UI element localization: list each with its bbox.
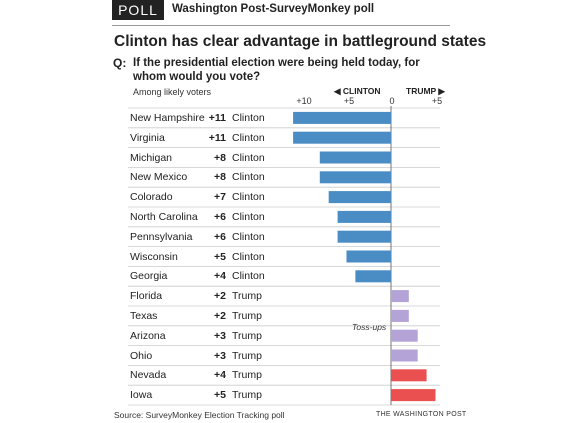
margin-value: +2	[214, 309, 226, 322]
state-name: Georgia	[130, 270, 168, 283]
state-name: Wisconsin	[130, 250, 178, 263]
leading-candidate: Trump	[232, 349, 262, 362]
leading-candidate: Clinton	[232, 250, 265, 263]
margin-value: +7	[214, 191, 226, 204]
publisher-credit: THE WASHINGTON POST	[376, 411, 467, 418]
state-name: New Mexico	[130, 171, 188, 184]
bar-north-carolina	[337, 210, 391, 223]
margin-value: +4	[214, 369, 226, 382]
state-name: Pennsylvania	[130, 230, 193, 243]
x-tick-label: 0	[389, 96, 395, 106]
leading-candidate: Trump	[232, 369, 262, 382]
margin-value: +2	[214, 290, 226, 303]
bar-arizona	[391, 329, 418, 342]
poll-source: Washington Post-SurveyMonkey poll	[172, 3, 375, 15]
x-tick-label: +5	[343, 96, 355, 106]
question-text: If the presidential election were being …	[133, 57, 420, 83]
tossups-annotation: Toss-ups	[352, 322, 387, 332]
margin-value: +3	[214, 329, 226, 342]
chart-subtitle: Among likely voters	[133, 87, 212, 97]
state-name: Michigan	[130, 151, 173, 164]
leading-candidate: Clinton	[232, 151, 265, 164]
state-name: New Hampshire	[130, 111, 205, 124]
axis-label-clinton: ◀ CLINTON	[334, 86, 381, 96]
bar-michigan	[319, 151, 391, 164]
bar-new-hampshire	[293, 111, 391, 124]
bar-florida	[391, 290, 409, 303]
bar-ohio	[391, 349, 418, 362]
margin-value: +8	[214, 171, 226, 184]
leading-candidate: Clinton	[232, 210, 265, 223]
leading-candidate: Clinton	[232, 111, 265, 124]
leading-candidate: Trump	[232, 329, 262, 342]
margin-value: +5	[214, 389, 226, 402]
margin-value: +3	[214, 349, 226, 362]
bar-texas	[391, 309, 409, 322]
margin-value: +11	[208, 111, 226, 124]
bar-colorado	[328, 191, 391, 204]
leading-candidate: Clinton	[232, 171, 265, 184]
x-tick-label: +10	[296, 96, 312, 106]
leading-candidate: Clinton	[232, 270, 265, 283]
state-name: Arizona	[130, 329, 166, 342]
leading-candidate: Clinton	[232, 131, 265, 144]
leading-candidate: Clinton	[232, 230, 265, 243]
bar-nevada	[391, 369, 427, 382]
state-name: Florida	[130, 290, 163, 303]
state-name: Nevada	[130, 369, 167, 382]
source-note: Source: SurveyMonkey Election Tracking p…	[114, 410, 285, 420]
margin-value: +11	[208, 131, 226, 144]
chart-title: Clinton has clear advantage in battlegro…	[114, 33, 487, 50]
state-name: North Carolina	[130, 210, 198, 223]
state-name: Iowa	[130, 389, 153, 402]
bar-virginia	[293, 131, 391, 144]
state-name: Texas	[130, 309, 158, 322]
margin-value: +8	[214, 151, 226, 164]
margin-value: +6	[214, 230, 226, 243]
leading-candidate: Trump	[232, 290, 262, 303]
x-tick-label: +5	[431, 96, 443, 106]
bar-iowa	[391, 389, 436, 402]
margin-value: +4	[214, 270, 226, 283]
bar-georgia	[355, 270, 391, 283]
axis-label-trump: TRUMP ▶	[406, 86, 445, 96]
margin-value: +6	[214, 210, 226, 223]
question-marker: Q:	[113, 56, 127, 70]
leading-candidate: Trump	[232, 389, 262, 402]
bar-pennsylvania	[337, 230, 391, 243]
bar-new-mexico	[319, 171, 391, 184]
state-name: Ohio	[130, 349, 153, 362]
margin-value: +5	[214, 250, 226, 263]
state-name: Virginia	[130, 131, 165, 144]
header-divider	[112, 25, 450, 26]
poll-tag: POLL	[112, 0, 164, 20]
poll-header: POLL Washington Post-SurveyMonkey poll	[112, 0, 450, 22]
state-name: Colorado	[130, 191, 173, 204]
leading-candidate: Trump	[232, 309, 262, 322]
leading-candidate: Clinton	[232, 191, 265, 204]
bar-wisconsin	[346, 250, 391, 263]
